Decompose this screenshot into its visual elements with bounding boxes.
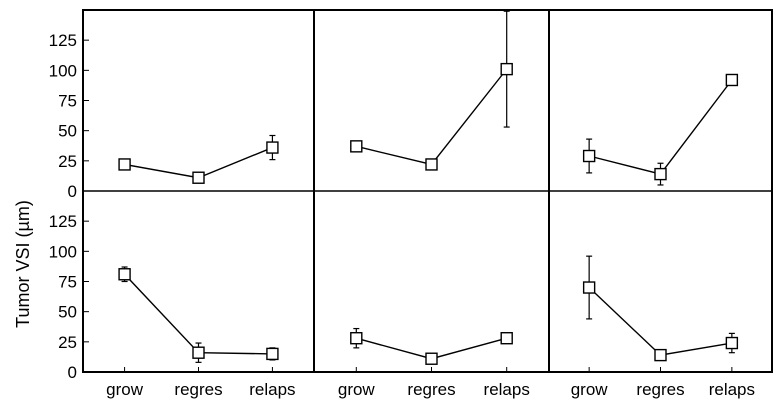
data-point-marker — [582, 281, 596, 294]
y-tick-label: 100 — [49, 242, 77, 261]
plot-frame — [82, 9, 773, 373]
x-tick-label: relaps — [249, 380, 295, 399]
x-tick-label: grow — [106, 380, 144, 399]
data-point-marker — [118, 268, 131, 281]
series-line — [588, 79, 733, 175]
y-tick-label: 75 — [58, 92, 77, 111]
y-tick-label: 50 — [58, 122, 77, 141]
y-tick-label: 0 — [68, 182, 77, 201]
data-point-marker — [192, 346, 205, 359]
data-point-marker — [582, 149, 596, 163]
data-point-marker — [654, 167, 667, 181]
data-point-marker — [350, 332, 363, 345]
data-point-marker — [266, 347, 279, 361]
tick-labels: 0 25 50 75 100 125 0 25 50 75 100 125 grow regres rela… — [49, 31, 755, 399]
x-tick-label: relaps — [709, 380, 755, 399]
series-line — [588, 287, 732, 356]
y-tick-label: 25 — [58, 333, 77, 352]
data-point-marker — [654, 348, 667, 362]
data-point-marker — [425, 158, 438, 171]
y-tick-label: 50 — [58, 303, 77, 322]
data-point-marker — [266, 141, 279, 154]
y-tick-label: 125 — [49, 212, 77, 231]
data-point-marker — [192, 171, 205, 184]
x-tick-label: grow — [338, 380, 376, 399]
y-tick-label: 75 — [58, 273, 77, 292]
data-point-marker — [425, 352, 438, 365]
x-tick-label: grow — [571, 380, 609, 399]
data-point-marker — [350, 140, 363, 153]
data-point-marker — [725, 73, 739, 87]
y-tick-label: 100 — [49, 61, 77, 80]
chart-marks — [118, 10, 739, 365]
x-tick-label: regres — [636, 380, 684, 399]
y-tick-label: 25 — [58, 152, 77, 171]
x-tick-label: relaps — [484, 380, 530, 399]
y-axis-label: Tumor VSI (µm) — [13, 200, 33, 328]
data-point-marker — [725, 336, 739, 350]
x-tick-label: regres — [174, 380, 222, 399]
data-point-marker — [118, 158, 131, 171]
data-point-marker — [500, 332, 513, 345]
series-line — [124, 273, 273, 355]
y-tick-label: 0 — [68, 363, 77, 382]
y-tick-label: 125 — [49, 31, 77, 50]
x-tick-label: regres — [407, 380, 455, 399]
series-line — [356, 68, 508, 166]
data-point-marker — [500, 62, 513, 76]
